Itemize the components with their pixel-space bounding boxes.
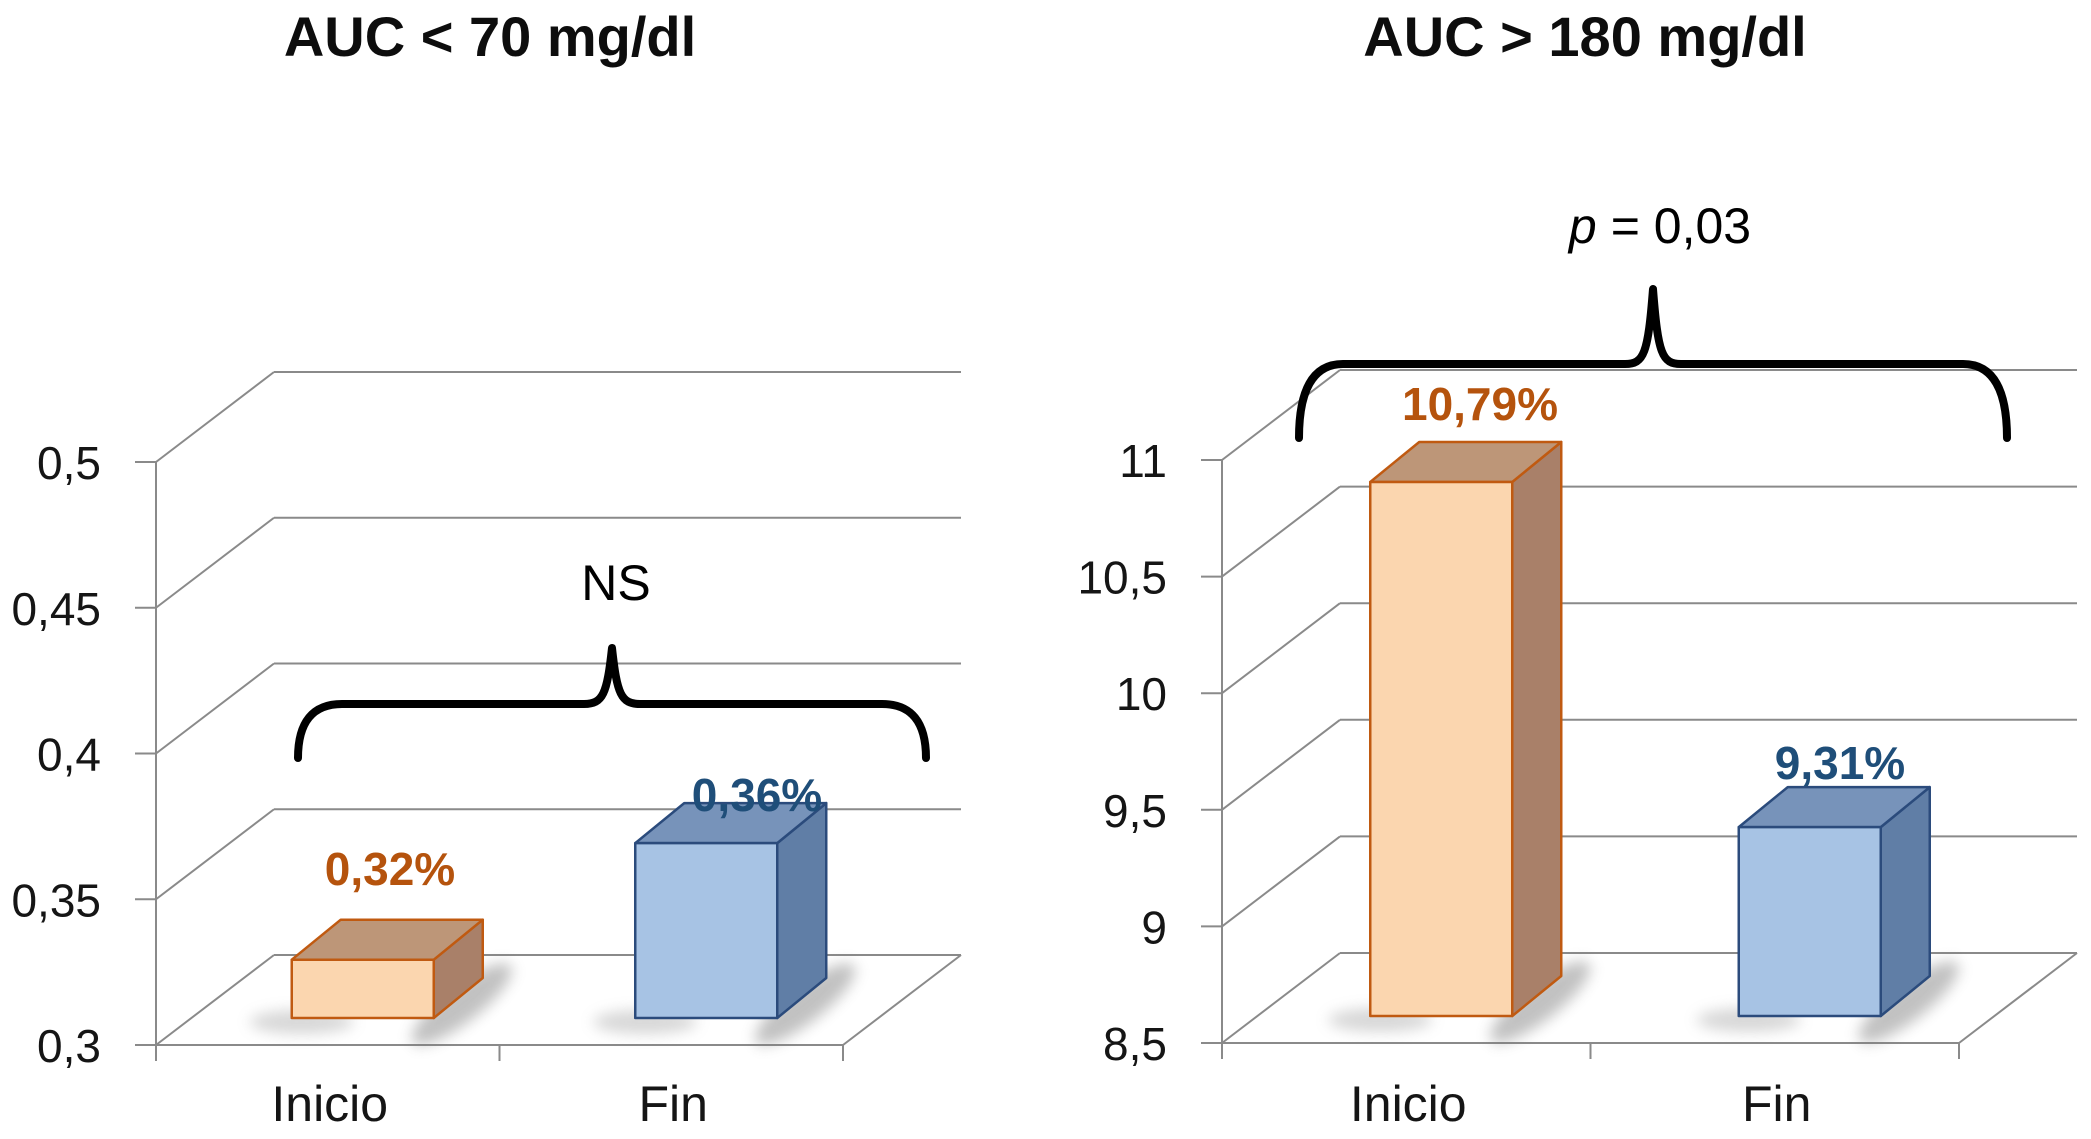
gridline-depth <box>1221 485 1341 578</box>
right-significance-label: p = 0,03 <box>1567 198 1751 254</box>
floor-right-edge <box>842 954 962 1046</box>
annotations-layer <box>294 285 2011 762</box>
bar-front-face <box>1737 825 1882 1018</box>
category-label: Inicio <box>1350 1076 1467 1132</box>
floor-right-edge <box>1958 952 2078 1044</box>
gridlines-layer: 0,3 0,35 0,4 0,45 0,5 8,5 9 9,5 10 10,5 11 <box>11 369 2078 1072</box>
left-chart-title: AUC < 70 mg/dl <box>284 5 696 68</box>
p-symbol: p <box>1567 198 1597 254</box>
bar-shadow <box>755 963 856 1045</box>
y-tick-label: 9 <box>1141 901 1167 953</box>
significance-bracket <box>1295 285 2011 442</box>
gridline-depth <box>1221 719 1341 811</box>
y-tick-label: 0,4 <box>37 729 101 781</box>
category-label: Inicio <box>271 1076 388 1132</box>
floor-left-edge <box>1221 952 1341 1044</box>
gridline-depth <box>1221 602 1341 694</box>
y-tick-label: 0,3 <box>37 1020 101 1072</box>
bar-value-label: 0,36% <box>692 769 822 821</box>
floor-left-edge <box>155 954 275 1046</box>
bars-layer: 0,32% Inicio 0,36% Fin 10,79% Inicio 9,31% Fin <box>249 378 1959 1132</box>
y-tick-label: 8,5 <box>1103 1018 1167 1070</box>
y-tick-label: 10,5 <box>1077 552 1167 604</box>
y-tick-label: 9,5 <box>1103 785 1167 837</box>
bar-shadow <box>411 963 512 1045</box>
gridline-depth <box>155 808 275 901</box>
y-tick-label: 11 <box>1119 435 1167 487</box>
bar-value-label: 9,31% <box>1775 737 1905 789</box>
bar-front-face <box>290 958 435 1020</box>
bar-shadow <box>1858 961 1959 1043</box>
right-chart-title: AUC > 180 mg/dl <box>1363 5 1806 68</box>
y-tick-label: 0,45 <box>11 583 101 635</box>
bar-front-face <box>634 841 779 1020</box>
category-label: Fin <box>1742 1076 1811 1132</box>
y-tick-label: 10 <box>1116 668 1167 720</box>
y-tick-label: 0,35 <box>11 874 101 926</box>
significance-bracket <box>294 644 930 762</box>
text-layer: AUC < 70 mg/dl AUC > 180 mg/dl NS p = 0,0… <box>284 5 1807 611</box>
bar-value-label: 10,79% <box>1402 378 1558 430</box>
gridline-depth <box>1221 835 1341 928</box>
p-value: = 0,03 <box>1611 198 1751 254</box>
gridline-depth <box>155 371 275 463</box>
gridline-depth <box>155 516 275 609</box>
bar-side-face <box>1511 440 1563 1018</box>
bar-shadow <box>1490 961 1591 1043</box>
category-label: Fin <box>639 1076 708 1132</box>
bar-front-face <box>1369 480 1514 1018</box>
gridline-depth <box>1221 369 1341 461</box>
gridline-depth <box>155 662 275 755</box>
y-tick-label: 0,5 <box>37 437 101 489</box>
bar-value-label: 0,32% <box>325 843 455 895</box>
left-significance-label: NS <box>581 555 650 611</box>
